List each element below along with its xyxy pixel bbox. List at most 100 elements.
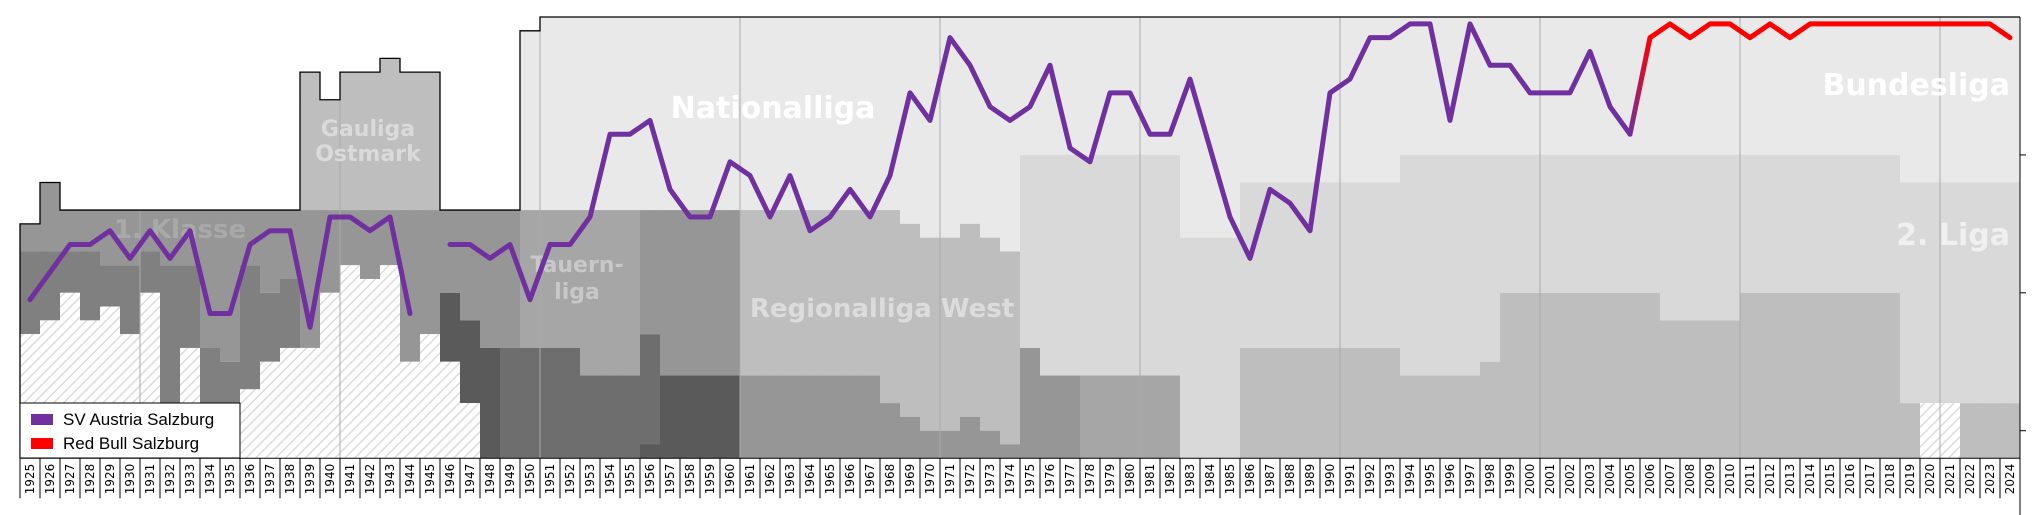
year-label-2010: 2010 xyxy=(1723,464,1737,495)
legend: SV Austria Salzburg Red Bull Salzburg xyxy=(19,402,241,459)
tier-block-1956 xyxy=(640,17,661,211)
tier-block-1967 xyxy=(860,17,881,211)
year-label-2004: 2004 xyxy=(1603,464,1617,495)
year-label-1960: 1960 xyxy=(723,464,737,495)
year-label-1959: 1959 xyxy=(703,464,717,495)
tier-block-1973 xyxy=(980,17,1001,238)
tier-block-1985 xyxy=(1220,237,1241,459)
tier-block-2012 xyxy=(1760,17,1781,155)
tier-block-1950 xyxy=(520,210,541,348)
legend-label-austria: SV Austria Salzburg xyxy=(63,410,214,429)
year-label-1974: 1974 xyxy=(1003,464,1017,495)
tier-block-1954 xyxy=(600,210,621,376)
tier-block-2015 xyxy=(1820,292,1841,459)
tier-block-1969 xyxy=(900,17,921,224)
tier-block-1960 xyxy=(720,375,741,459)
tier-block-1978 xyxy=(1080,17,1101,155)
year-label-2003: 2003 xyxy=(1583,464,1597,495)
tier-block-2011 xyxy=(1740,17,1761,155)
tier-block-2000 xyxy=(1520,292,1541,459)
tier-block-1973 xyxy=(980,430,1001,459)
year-label-1980: 1980 xyxy=(1123,464,1137,495)
year-label-1942: 1942 xyxy=(363,464,377,495)
tier-block-1951 xyxy=(540,17,561,211)
tier-block-2017 xyxy=(1860,154,1881,293)
tier-block-1936 xyxy=(240,265,261,390)
year-label-1997: 1997 xyxy=(1463,464,1477,495)
tier-block-2014 xyxy=(1800,154,1821,293)
tier-block-2016 xyxy=(1840,17,1861,155)
tier-block-1945 xyxy=(420,72,441,211)
tier-block-1941 xyxy=(340,210,361,266)
tier-block-1966 xyxy=(840,210,861,376)
tier-label-bundesliga: Bundesliga xyxy=(1822,68,2010,103)
tier-block-2009 xyxy=(1700,17,1721,155)
tier-block-1961 xyxy=(740,17,761,211)
tier-block-1925 xyxy=(20,251,41,335)
year-label-2005: 2005 xyxy=(1623,464,1637,495)
tier-block-2001 xyxy=(1540,17,1561,155)
tier-block-2019 xyxy=(1900,182,1921,404)
tier-block-1955 xyxy=(620,17,641,211)
tier-block-1945 xyxy=(420,210,441,335)
tier-block-2003 xyxy=(1580,292,1601,459)
tier-block-2016 xyxy=(1840,154,1861,293)
tier-block-1962 xyxy=(760,210,781,376)
year-label-1981: 1981 xyxy=(1143,464,1157,495)
year-label-1927: 1927 xyxy=(63,464,77,495)
tier-block-1988 xyxy=(1280,17,1301,183)
year-label-1975: 1975 xyxy=(1023,464,1037,495)
tier-label-liga: liga xyxy=(554,280,600,305)
year-label-2017: 2017 xyxy=(1863,464,1877,495)
tier-block-1944 xyxy=(400,72,421,211)
tier-block-1927 xyxy=(60,251,81,293)
year-label-2006: 2006 xyxy=(1643,464,1657,495)
tier-block-2019 xyxy=(1900,17,1921,183)
tier-block-1981 xyxy=(1140,375,1161,459)
tier-block-1951 xyxy=(540,210,561,348)
tier-block-1941 xyxy=(340,72,361,211)
tier-block-2011 xyxy=(1740,154,1761,293)
tier-block-1958 xyxy=(680,375,701,459)
tier-block-2023 xyxy=(1980,403,2001,459)
year-label-2022: 2022 xyxy=(1963,464,1977,495)
tier-block-1971 xyxy=(940,17,961,238)
tier-block-1994 xyxy=(1400,17,1421,155)
tier-block-2013 xyxy=(1780,292,1801,459)
tier-block-2022 xyxy=(1960,182,1981,404)
year-label-1991: 1991 xyxy=(1343,464,1357,495)
tier-block-1938 xyxy=(280,279,301,348)
tier-block-1940 xyxy=(320,99,341,211)
tier-block-1965 xyxy=(820,17,841,211)
year-label-2019: 2019 xyxy=(1903,464,1917,495)
tier-block-1930 xyxy=(120,265,141,335)
year-label-1988: 1988 xyxy=(1283,464,1297,495)
tier-block-1942 xyxy=(360,279,381,459)
year-label-1994: 1994 xyxy=(1403,464,1417,495)
year-label-1978: 1978 xyxy=(1083,464,1097,495)
tier-block-2017 xyxy=(1860,17,1881,155)
year-label-1941: 1941 xyxy=(343,464,357,495)
tier-block-1974 xyxy=(1000,251,1021,445)
tier-block-1945 xyxy=(420,334,441,459)
tier-label-2-liga: 2. Liga xyxy=(1896,218,2010,253)
year-label-1948: 1948 xyxy=(483,464,497,495)
tier-block-1953 xyxy=(580,17,601,211)
tier-block-2005 xyxy=(1620,292,1641,459)
tier-block-1953 xyxy=(580,210,601,376)
tier-block-1964 xyxy=(800,17,821,211)
tier-block-1929 xyxy=(100,210,121,266)
tier-block-1949 xyxy=(500,210,521,348)
year-label-1999: 1999 xyxy=(1503,464,1517,495)
tier-block-2016 xyxy=(1840,292,1861,459)
tier-label-gauliga: Gauliga xyxy=(321,117,415,142)
year-label-1993: 1993 xyxy=(1383,464,1397,495)
tier-block-2018 xyxy=(1880,292,1901,459)
tier-block-1989 xyxy=(1300,347,1321,459)
year-label-1964: 1964 xyxy=(803,464,817,495)
year-label-2021: 2021 xyxy=(1943,464,1957,495)
tier-block-2014 xyxy=(1800,292,1821,459)
tier-block-1997 xyxy=(1460,375,1481,459)
year-label-1984: 1984 xyxy=(1203,464,1217,495)
tier-block-1988 xyxy=(1280,347,1301,459)
